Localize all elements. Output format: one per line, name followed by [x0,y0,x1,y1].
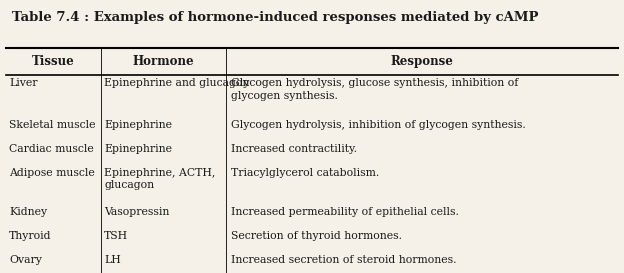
Text: Epinephrine and glucagon: Epinephrine and glucagon [104,78,250,88]
Text: Glycogen hydrolysis, inhibition of glycogen synthesis.: Glycogen hydrolysis, inhibition of glyco… [232,120,526,130]
Text: Response: Response [391,55,454,68]
Text: Epinephrine: Epinephrine [104,144,172,154]
Text: Vasopressin: Vasopressin [104,207,170,217]
Text: Table 7.4 : Examples of hormone-induced responses mediated by cAMP: Table 7.4 : Examples of hormone-induced … [12,11,539,24]
Text: Tissue: Tissue [32,55,75,68]
Text: Increased secretion of steroid hormones.: Increased secretion of steroid hormones. [232,255,457,265]
Text: Hormone: Hormone [133,55,195,68]
Text: Triacylglycerol catabolism.: Triacylglycerol catabolism. [232,168,379,178]
Text: Ovary: Ovary [9,255,42,265]
Text: Skeletal muscle: Skeletal muscle [9,120,96,130]
Text: TSH: TSH [104,231,128,241]
Text: LH: LH [104,255,121,265]
Text: Epinephrine: Epinephrine [104,120,172,130]
Text: Epinephrine, ACTH,
glucagon: Epinephrine, ACTH, glucagon [104,168,215,191]
Text: Thyroid: Thyroid [9,231,52,241]
Text: Adipose muscle: Adipose muscle [9,168,95,178]
Text: Cardiac muscle: Cardiac muscle [9,144,94,154]
Text: Liver: Liver [9,78,38,88]
Text: Increased permeability of epithelial cells.: Increased permeability of epithelial cel… [232,207,459,217]
Text: Kidney: Kidney [9,207,47,217]
Text: Increased contractility.: Increased contractility. [232,144,358,154]
Text: Secretion of thyroid hormones.: Secretion of thyroid hormones. [232,231,402,241]
Text: Glycogen hydrolysis, glucose synthesis, inhibition of
glycogen synthesis.: Glycogen hydrolysis, glucose synthesis, … [232,78,519,101]
